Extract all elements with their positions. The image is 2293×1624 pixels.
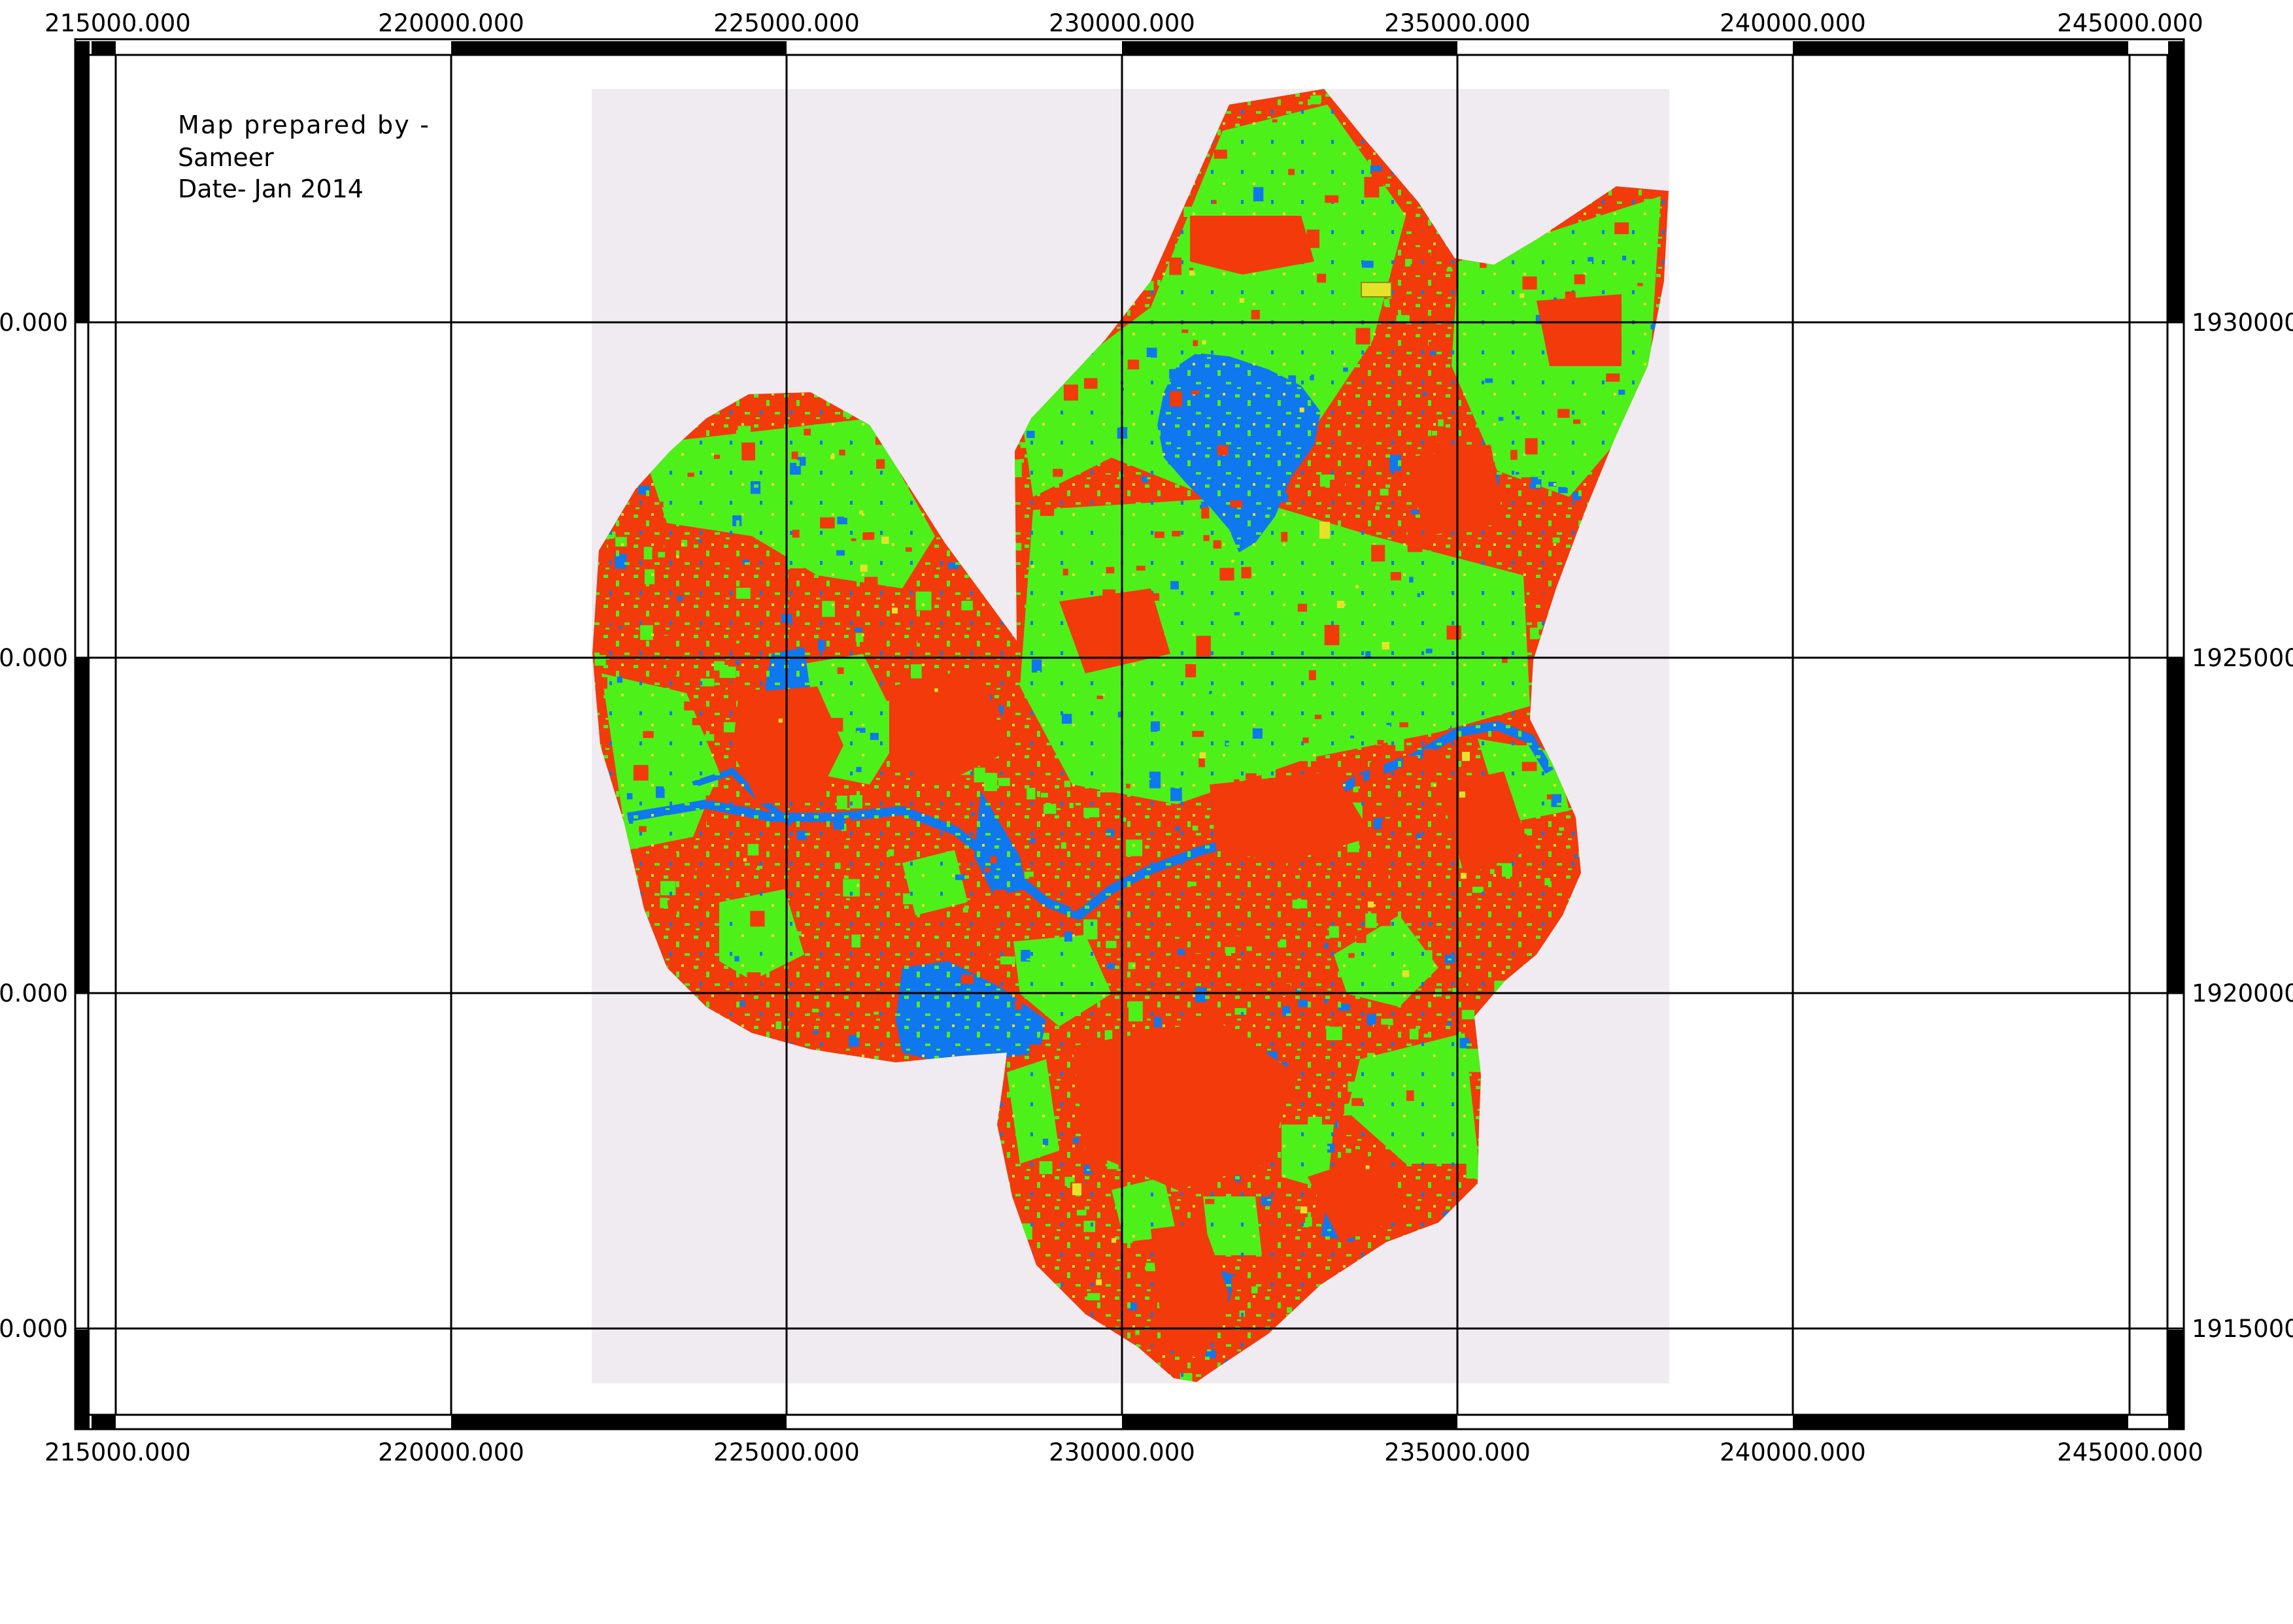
y-tick-labels-right: 1930000 1925000 1920000 1915000 — [2192, 309, 2293, 1343]
x-tick-label-bottom: 220000.000 — [378, 1438, 524, 1466]
x-tick-label-top: 215000.000 — [44, 9, 191, 37]
x-tick-label-bottom: 235000.000 — [1384, 1438, 1531, 1466]
coordinate-grid — [75, 55, 2184, 1415]
y-tick-label-right: 1920000 — [2192, 979, 2293, 1007]
x-tick-label-bottom: 240000.000 — [1720, 1438, 1866, 1466]
y-tick-label-left: 0.000 — [0, 644, 68, 672]
y-tick-label-right: 1915000 — [2192, 1315, 2293, 1343]
credits-line-3: Date- Jan 2014 — [178, 175, 364, 203]
x-tick-label-top: 220000.000 — [378, 9, 524, 37]
y-tick-labels-left: 0.000 0.000 0.000 0.000 — [0, 309, 68, 1343]
x-tick-label-bottom: 230000.000 — [1049, 1438, 1195, 1466]
x-tick-label-top: 230000.000 — [1049, 9, 1195, 37]
x-tick-label-top: 235000.000 — [1384, 9, 1531, 37]
y-tick-label-left: 0.000 — [0, 309, 68, 337]
x-tick-labels-bottom: 215000.000 220000.000 225000.000 230000.000… — [44, 1438, 2203, 1466]
built-up-class — [592, 92, 1669, 1382]
x-tick-label-top: 240000.000 — [1720, 9, 1866, 37]
x-tick-label-top: 245000.000 — [2057, 9, 2203, 37]
y-tick-label-left: 0.000 — [0, 1315, 68, 1343]
other-class — [676, 207, 1551, 1344]
credits-line-2: Sameer — [178, 143, 274, 172]
y-tick-label-right: 1925000 — [2192, 644, 2293, 672]
y-tick-label-left: 0.000 — [0, 979, 68, 1007]
x-tick-labels-top: 215000.000 220000.000 225000.000 230000.000… — [44, 9, 2203, 37]
y-tick-label-right: 1930000 — [2192, 309, 2293, 337]
x-tick-label-bottom: 245000.000 — [2057, 1438, 2203, 1466]
x-tick-label-bottom: 215000.000 — [44, 1438, 191, 1466]
credits-line-1: Map prepared by - — [178, 110, 429, 139]
x-tick-label-bottom: 225000.000 — [713, 1438, 860, 1466]
x-tick-label-top: 225000.000 — [713, 9, 860, 37]
